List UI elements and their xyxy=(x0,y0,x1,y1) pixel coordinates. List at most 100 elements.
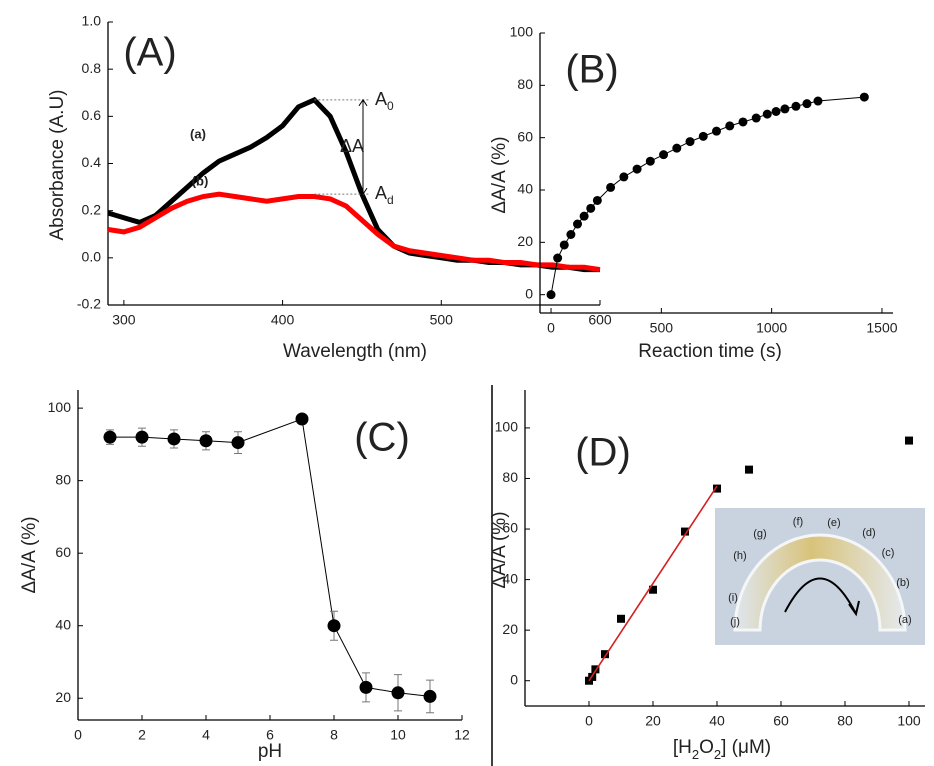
inset-photo xyxy=(715,508,925,645)
annotation-text: A xyxy=(375,89,387,109)
annotation-text: ΔA xyxy=(340,136,364,156)
x-axis-label: Reaction time (s) xyxy=(638,341,782,362)
series-label: (b) xyxy=(192,173,209,188)
point xyxy=(659,150,669,160)
point xyxy=(391,686,405,700)
x-tick-label: 40 xyxy=(709,713,725,729)
x-axis-label: Wavelength (nm) xyxy=(283,341,427,362)
connector xyxy=(588,485,718,682)
x-tick-label: 600 xyxy=(588,312,612,328)
annotation: Ad xyxy=(375,183,394,207)
annotation-text: A xyxy=(375,183,387,203)
point xyxy=(802,99,812,109)
y-tick-label: 20 xyxy=(55,689,71,705)
inset-label: (f) xyxy=(793,516,803,528)
y-tick-label: 80 xyxy=(517,76,533,92)
point xyxy=(591,665,600,674)
annotation-sub: 0 xyxy=(387,99,394,113)
x-tick-label: 1500 xyxy=(866,320,897,336)
y-tick-label: 60 xyxy=(517,128,533,144)
y-tick-label: 0.4 xyxy=(82,154,102,170)
x-axis-label-part: 2 xyxy=(692,747,699,762)
inset-label: (j) xyxy=(730,616,740,628)
point xyxy=(813,96,823,106)
y-tick-label: 0.2 xyxy=(82,201,102,217)
point xyxy=(791,101,801,111)
point xyxy=(685,137,695,147)
y-tick-label: 40 xyxy=(502,570,518,586)
point xyxy=(327,619,341,633)
point xyxy=(771,107,781,117)
y-tick-label: 0 xyxy=(510,671,518,687)
inset-label: (d) xyxy=(862,527,875,539)
panel-label: (A) xyxy=(123,31,176,75)
y-tick-label: 40 xyxy=(55,616,71,632)
x-tick-label: 12 xyxy=(454,727,470,743)
point xyxy=(135,430,149,444)
y-tick-label: 100 xyxy=(510,24,534,40)
y-tick-label: 0.8 xyxy=(82,60,102,76)
point xyxy=(780,104,790,114)
annotation-sub: d xyxy=(387,193,394,207)
y-tick-label: 1.0 xyxy=(82,13,102,29)
panel-label: (B) xyxy=(565,48,618,92)
y-tick-label: -0.2 xyxy=(77,296,101,312)
series-label: (a) xyxy=(190,126,206,141)
inset-label: (h) xyxy=(733,550,746,562)
x-axis-label-part: ] (μM) xyxy=(721,737,771,758)
x-tick-label: 80 xyxy=(837,713,853,729)
y-axis-label: ΔA/A (%) xyxy=(19,516,40,593)
point xyxy=(738,117,748,127)
inset-label: (a) xyxy=(898,614,911,626)
x-tick-label: 2 xyxy=(138,727,146,743)
x-tick-label: 0 xyxy=(74,727,82,743)
x-tick-label: 400 xyxy=(271,312,295,328)
point xyxy=(619,172,629,182)
x-tick-label: 500 xyxy=(430,312,454,328)
x-tick-label: 300 xyxy=(112,312,136,328)
y-tick-label: 40 xyxy=(517,181,533,197)
point xyxy=(649,585,657,594)
panel-label: (D) xyxy=(575,431,631,475)
point xyxy=(167,432,181,446)
x-tick-label: 100 xyxy=(897,713,921,729)
point xyxy=(592,195,602,205)
point xyxy=(905,436,913,445)
point xyxy=(681,527,689,536)
x-tick-label: 8 xyxy=(330,727,338,743)
y-axis-label: ΔA/A (%) xyxy=(489,511,510,588)
y-axis-label: ΔA/A (%) xyxy=(489,136,510,213)
point xyxy=(762,109,772,119)
point xyxy=(199,434,213,448)
x-axis-label-part: O xyxy=(699,737,714,758)
point xyxy=(617,614,625,623)
x-tick-label: 0 xyxy=(585,713,593,729)
x-axis-label-part: [H xyxy=(673,737,692,758)
x-tick-label: 60 xyxy=(773,713,789,729)
point xyxy=(745,465,753,474)
inset-label: (e) xyxy=(827,517,840,529)
point xyxy=(586,203,596,213)
point xyxy=(231,436,245,450)
y-tick-label: 60 xyxy=(55,544,71,560)
inset-label: (g) xyxy=(753,528,766,540)
x-tick-label: 1000 xyxy=(756,320,787,336)
y-tick-label: 20 xyxy=(502,621,518,637)
point xyxy=(698,131,708,141)
y-tick-label: 100 xyxy=(48,399,72,415)
annotation: A0 xyxy=(375,89,394,113)
point xyxy=(632,164,642,174)
point xyxy=(359,680,373,694)
point xyxy=(546,290,556,300)
point xyxy=(859,92,869,102)
inset-label: (b) xyxy=(896,577,909,589)
point xyxy=(606,182,616,192)
y-tick-label: 0.6 xyxy=(82,107,102,123)
x-tick-label: 500 xyxy=(650,320,674,336)
x-tick-label: 6 xyxy=(266,727,274,743)
connector xyxy=(110,418,431,697)
x-tick-label: 10 xyxy=(390,727,406,743)
point xyxy=(295,412,309,426)
point xyxy=(103,430,117,444)
point xyxy=(559,240,569,250)
